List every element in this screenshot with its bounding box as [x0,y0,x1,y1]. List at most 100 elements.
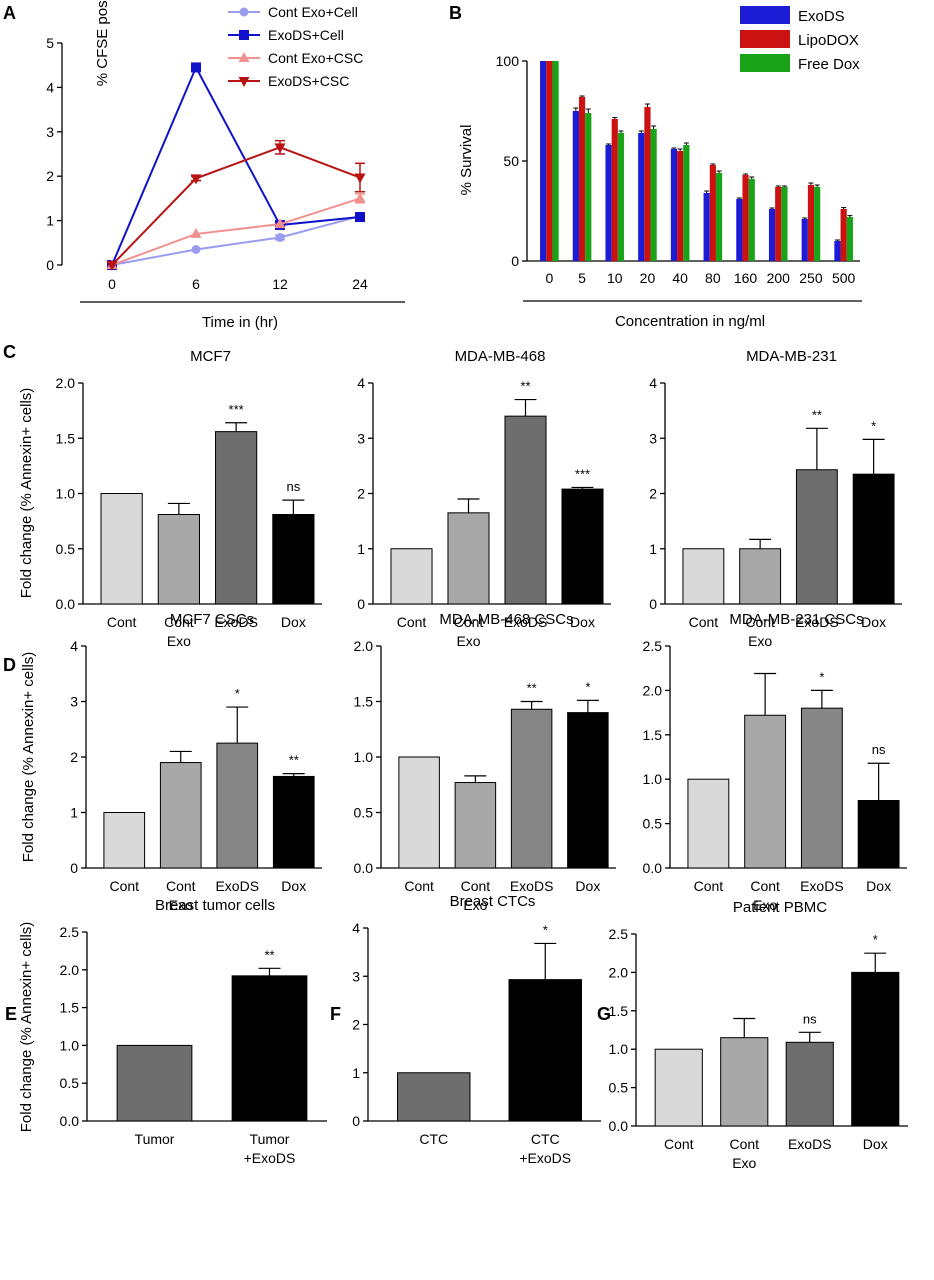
panel-b-y-tick-label: 50 [503,153,519,169]
panel-b-x-tick-label: 200 [767,270,791,286]
panel-f-y-tick-label: 0 [352,1113,360,1129]
panel-c2-x-tick-label: Cont Exo [454,614,484,649]
panel-a-legend-label: ExoDS+CSC [268,73,349,89]
panel-b-x-axis-label: Concentration in ng/ml [615,313,765,330]
panel-g-x-tick-label: Cont [664,1136,694,1152]
panel-b-bar [748,179,755,261]
panel-f-bar [508,979,582,1122]
panel-e-y-tick-label: 0.5 [60,1075,80,1091]
panel-a-data-point [106,261,118,271]
panel-a-legend-marker [239,30,249,40]
panel-b-legend-swatch [740,54,790,72]
panel-b-legend-swatch [740,6,790,24]
panel-b-panel-letter: B [449,3,462,23]
panel-e-bar [231,975,308,1122]
panel-d1-significance-label: ** [289,753,299,768]
panel-d3-bar [687,778,730,869]
panel-d1-title: MCF7 CSCs [170,611,254,628]
panel-c1-bar [272,513,315,605]
panel-f-panel-letter: F [330,1004,341,1024]
panel-d2-y-tick-label: 0.5 [354,805,374,821]
panel-b-bar [670,149,678,261]
panel-d3-significance-label: ns [872,742,886,757]
panel-b-y-tick-label: 100 [496,53,520,69]
panel-c1-bar [215,431,258,605]
panel-d1-y-tick-label: 3 [70,694,78,710]
panel-a-x-tick-label: 24 [352,276,368,292]
panel-c1-bar [100,493,143,605]
panel-a-data-point [274,143,286,154]
panel-d1-y-tick-label: 1 [70,805,78,821]
panel-c1-y-tick-label: 1.0 [56,486,76,502]
panel-d2-bar [510,708,553,869]
panel-b-x-tick-label: 5 [578,270,586,286]
panel-d1-bar [272,775,315,869]
panel-c2-x-tick-label: Dox [570,614,595,630]
panel-g-y-tick-label: 1.0 [609,1041,629,1057]
panel-b-bar [611,119,618,261]
panel-b-bar [703,193,710,261]
panel-a-series-line-1 [111,215,361,266]
panel-g-bar [785,1041,834,1127]
panel-g-y-tick-label: 0.5 [609,1080,629,1096]
panel-d2-bar [454,782,497,869]
panel-a-series-line-2 [111,65,361,266]
panel-f-y-tick-label: 2 [352,1017,360,1033]
panel-g-y-tick-label: 0.0 [609,1118,629,1134]
panel-c2-title: MDA-MB-468 [455,348,546,365]
panel-d3-y-tick-label: 1.0 [643,771,663,787]
panel-d3-bar [857,800,900,869]
panel-a-data-point [275,232,285,242]
panel-d1-x-tick-label: Cont Exo [166,878,196,913]
panel-b-legend-swatch [740,30,790,48]
panel-f-title: Breast CTCs [450,893,536,910]
panel-d1-significance-label: * [235,686,240,701]
panel-b-bar [715,173,723,261]
panel-b-x-tick-label: 80 [705,270,721,286]
panel-b-x-tick-label: 20 [640,270,656,286]
panel-c3-bar [795,469,838,605]
panel-c3-significance-label: ** [812,407,822,422]
panel-d1-x-tick-label: Dox [281,878,306,894]
panel-d2-y-tick-label: 0.0 [354,860,374,876]
panel-e-y-tick-label: 2.0 [60,962,80,978]
panel-b-bar [677,151,684,261]
panel-e-x-tick-label: Tumor +ExoDS [244,1131,296,1166]
panel-b-legend-label: Free Dox [798,56,860,73]
panel-b-bar [742,175,749,261]
panel-d2-bar [398,756,440,869]
panel-c1-y-axis-label: Fold change (% Annexin+ cells) [18,388,35,599]
panel-a-legend-label: ExoDS+Cell [268,27,344,43]
panel-d3-y-tick-label: 2.5 [643,638,663,654]
panel-c3-x-tick-label: ExoDS [795,614,839,630]
panel-c1-x-tick-label: Cont Exo [164,614,194,649]
panel-a-data-point [191,244,201,254]
panel-g-bar [654,1048,703,1127]
panel-f-y-tick-label: 1 [352,1065,360,1081]
panel-d2-bar [567,712,609,869]
panel-b-bar [578,97,586,261]
panel-d3-y-tick-label: 1.5 [643,727,663,743]
panel-d2-y-tick-label: 2.0 [354,638,374,654]
panel-b-bar [709,165,716,261]
panel-d1-y-tick-label: 4 [70,638,78,654]
panel-a-data-point [190,227,202,238]
panel-g-y-tick-label: 2.5 [609,926,629,942]
panel-b-bar [807,185,815,261]
panel-a-y-tick-label: 5 [46,35,54,51]
panel-d2-x-tick-label: Cont [404,878,434,894]
panel-g-x-tick-label: ExoDS [788,1136,832,1152]
panel-d1-bar [159,762,202,869]
panel-d3-x-tick-label: Cont [694,878,724,894]
panel-b-bar [834,241,841,261]
panel-e-y-tick-label: 1.0 [60,1037,80,1053]
panel-c3-bar [682,548,725,605]
panel-g-panel-letter: G [597,1004,611,1024]
panel-b-bar [775,187,782,261]
panel-b-bar [644,107,651,261]
panel-b-bar [572,111,579,261]
panel-b-bar [585,113,592,261]
panel-a-x-axis-label: Time in (hr) [202,314,278,331]
panel-c3-x-tick-label: Dox [861,614,886,630]
